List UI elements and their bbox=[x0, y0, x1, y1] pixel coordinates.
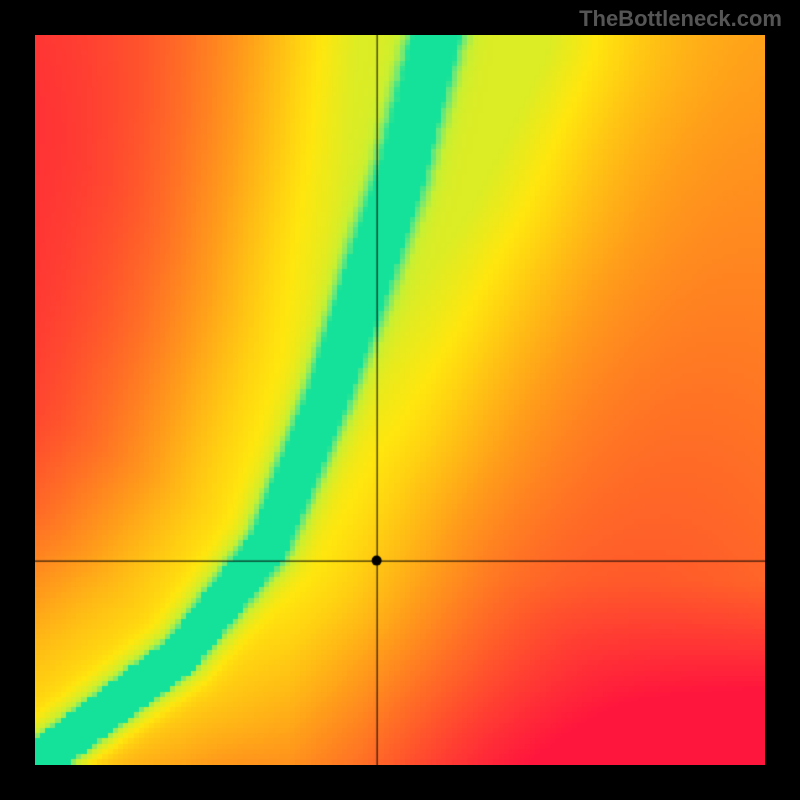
watermark-text: TheBottleneck.com bbox=[579, 6, 782, 32]
bottleneck-heatmap bbox=[35, 35, 765, 765]
